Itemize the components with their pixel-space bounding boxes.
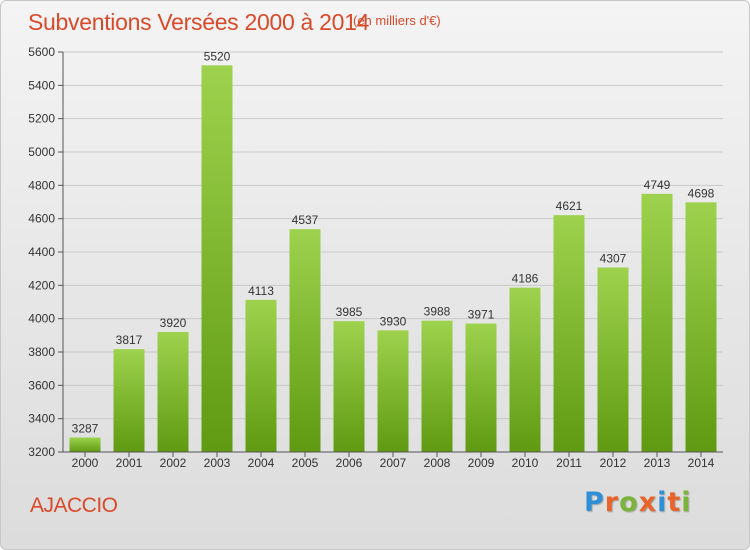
bar-value-label: 3988 [424, 305, 451, 319]
bar-2002 [157, 332, 189, 452]
bar-2005 [289, 229, 321, 452]
logo-letter: r [604, 487, 620, 518]
x-tick-label: 2010 [512, 456, 539, 470]
chart-subtitle: (en milliers d'€) [353, 13, 441, 28]
x-tick-label: 2000 [72, 456, 99, 470]
bar-value-label: 3985 [336, 305, 363, 319]
bar-value-label: 5520 [204, 49, 231, 63]
bar-2003 [201, 65, 233, 452]
x-tick-label: 2002 [160, 456, 187, 470]
bar-2000 [69, 437, 101, 452]
x-tick-label: 2006 [336, 456, 363, 470]
y-tick-label: 4000 [28, 312, 55, 326]
bar-value-label: 3817 [116, 333, 143, 347]
bar-value-label: 3287 [72, 422, 99, 436]
y-tick-label: 5600 [28, 45, 55, 59]
bar-value-label: 4749 [644, 178, 671, 192]
x-tick-label: 2001 [116, 456, 143, 470]
x-tick-label: 2009 [468, 456, 495, 470]
chart-title: Subventions Versées 2000 à 2014 [28, 9, 370, 35]
bar-value-label: 4113 [248, 284, 274, 298]
y-tick-label: 3400 [28, 412, 55, 426]
x-tick-label: 2011 [556, 456, 582, 470]
logo-letter: o [619, 487, 639, 518]
bar-value-label: 4537 [292, 213, 319, 227]
x-tick-label: 2005 [292, 456, 319, 470]
bar-2011 [553, 215, 585, 452]
x-tick-label: 2003 [204, 456, 231, 470]
y-tick-label: 5000 [28, 145, 55, 159]
bar-value-label: 3920 [160, 316, 187, 330]
y-tick-label: 4600 [28, 212, 55, 226]
bar-value-label: 4307 [600, 252, 627, 266]
logo-letter: P [584, 487, 605, 518]
y-tick-label: 4800 [28, 178, 55, 192]
bar-value-label: 3971 [468, 308, 495, 322]
commune-name: AJACCIO [30, 494, 118, 517]
bar-2010 [509, 287, 541, 452]
bar-2013 [641, 193, 673, 453]
x-tick-label: 2004 [248, 456, 275, 470]
x-tick-label: 2014 [688, 456, 715, 470]
bar-2007 [377, 330, 409, 452]
bar-value-label: 4186 [512, 272, 539, 286]
bar-value-label: 4698 [688, 186, 715, 200]
bar-2012 [597, 267, 629, 452]
y-tick-label: 3600 [28, 378, 55, 392]
bar-2006 [333, 321, 365, 452]
bar-value-label: 3930 [380, 314, 407, 328]
bar-2001 [113, 349, 145, 452]
logo-letter: x [638, 487, 658, 518]
x-tick-label: 2007 [380, 456, 407, 470]
axes: 3200 3400 3600 3800 4000 4200 4400 4600 4800 5000… [28, 45, 723, 470]
y-tick-label: 5400 [28, 78, 55, 92]
logo-letter: i [681, 487, 692, 518]
x-tick-label: 2008 [424, 456, 451, 470]
y-tick-label: 4200 [28, 278, 55, 292]
bar-2009 [465, 323, 497, 452]
bar-2008 [421, 320, 453, 452]
y-tick-label: 4400 [28, 245, 55, 259]
logo-letter: t [667, 487, 682, 518]
bar-2004 [245, 299, 277, 452]
y-tick-label: 5200 [28, 112, 55, 126]
y-tick-label: 3800 [28, 345, 55, 359]
bar-value-label: 4621 [556, 199, 583, 213]
bar-2014 [685, 202, 717, 452]
bars [69, 65, 717, 453]
y-tick-label: 3200 [28, 445, 55, 459]
proxiti-logo: Proxiti [584, 487, 692, 518]
logo-letter: i [657, 487, 668, 518]
x-tick-label: 2012 [600, 456, 627, 470]
value-labels: 3287 3817 3920 5520 4113 4537 3985 3930 3988 3971… [72, 49, 715, 435]
x-tick-label: 2013 [644, 456, 671, 470]
